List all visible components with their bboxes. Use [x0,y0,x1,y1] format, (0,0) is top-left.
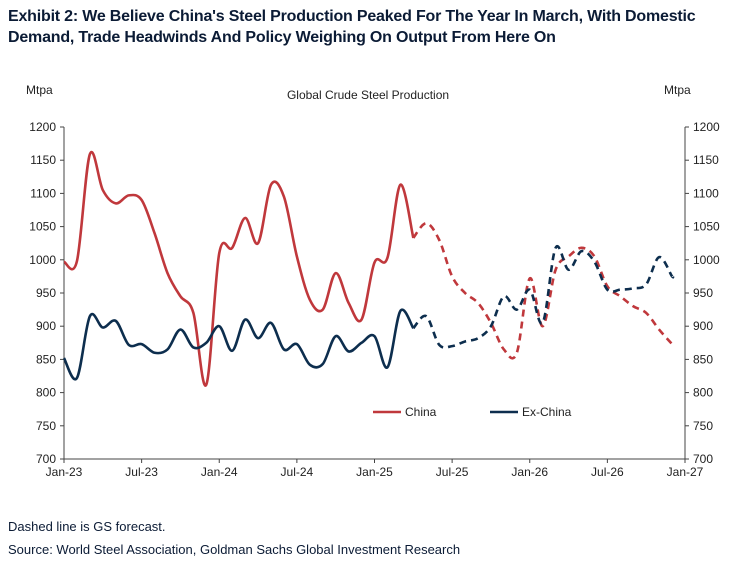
y-tick-label-left: 800 [36,386,56,400]
axes: 700 700 750 750 800 800 850 850 900 900 950 950 1000… [29,120,720,479]
y-tick-label-left: 850 [36,352,56,366]
y-tick-label-right: 1000 [693,253,720,267]
series-layer [62,150,675,387]
y-tick-label-right: 900 [693,319,713,333]
x-tick-label: Jul-25 [436,465,469,479]
x-tick-label: Jan-26 [511,465,548,479]
y-tick-label-left: 1050 [29,220,56,234]
y-tick-label-right: 700 [693,452,713,466]
source-note: Source: World Steel Association, Goldman… [8,542,461,557]
y-axis-label-left: Mtpa [26,83,53,97]
y-tick-label-right: 1200 [693,120,720,134]
y-tick-label-left: 1150 [30,153,56,167]
y-tick-label-left: 900 [36,319,56,333]
y-tick-label-left: 1100 [30,186,56,200]
y-tick-label-right: 850 [693,352,713,366]
x-tick-label: Jan-25 [356,465,393,479]
footnote: Dashed line is GS forecast. [8,519,166,534]
legend-label-china: China [405,405,437,419]
exhibit-title: Exhibit 2: We Believe China's Steel Prod… [8,8,696,46]
y-tick-label-left: 950 [36,286,56,300]
series-line-china-actual [63,150,415,387]
x-tick-label: Jul-26 [591,465,624,479]
y-tick-label-left: 700 [36,452,56,466]
x-tick-label: Jul-23 [125,465,158,479]
y-tick-label-right: 750 [693,419,713,433]
y-tick-label-left: 1000 [29,253,56,267]
y-tick-label-left: 1200 [29,120,56,134]
x-tick-label: Jan-23 [46,465,83,479]
series-line-ex-china-actual [62,308,415,381]
x-tick-label: Jan-27 [667,465,704,479]
legend-label-ex-china: Ex-China [522,405,572,419]
legend: China Ex-China [373,405,572,419]
x-tick-label: Jul-24 [281,465,314,479]
y-tick-label-right: 1150 [693,153,719,167]
y-tick-label-right: 1100 [693,186,719,200]
y-axis-label-right: Mtpa [664,83,691,97]
y-tick-label-right: 1050 [693,220,720,234]
y-tick-label-right: 950 [693,286,713,300]
x-tick-label: Jan-24 [201,465,238,479]
series-line-china-forecast [412,221,675,360]
y-tick-label-right: 800 [693,386,713,400]
y-tick-label-left: 750 [36,419,56,433]
series-line-ex-china-forecast [412,244,675,349]
chart-title: Global Crude Steel Production [287,88,449,102]
